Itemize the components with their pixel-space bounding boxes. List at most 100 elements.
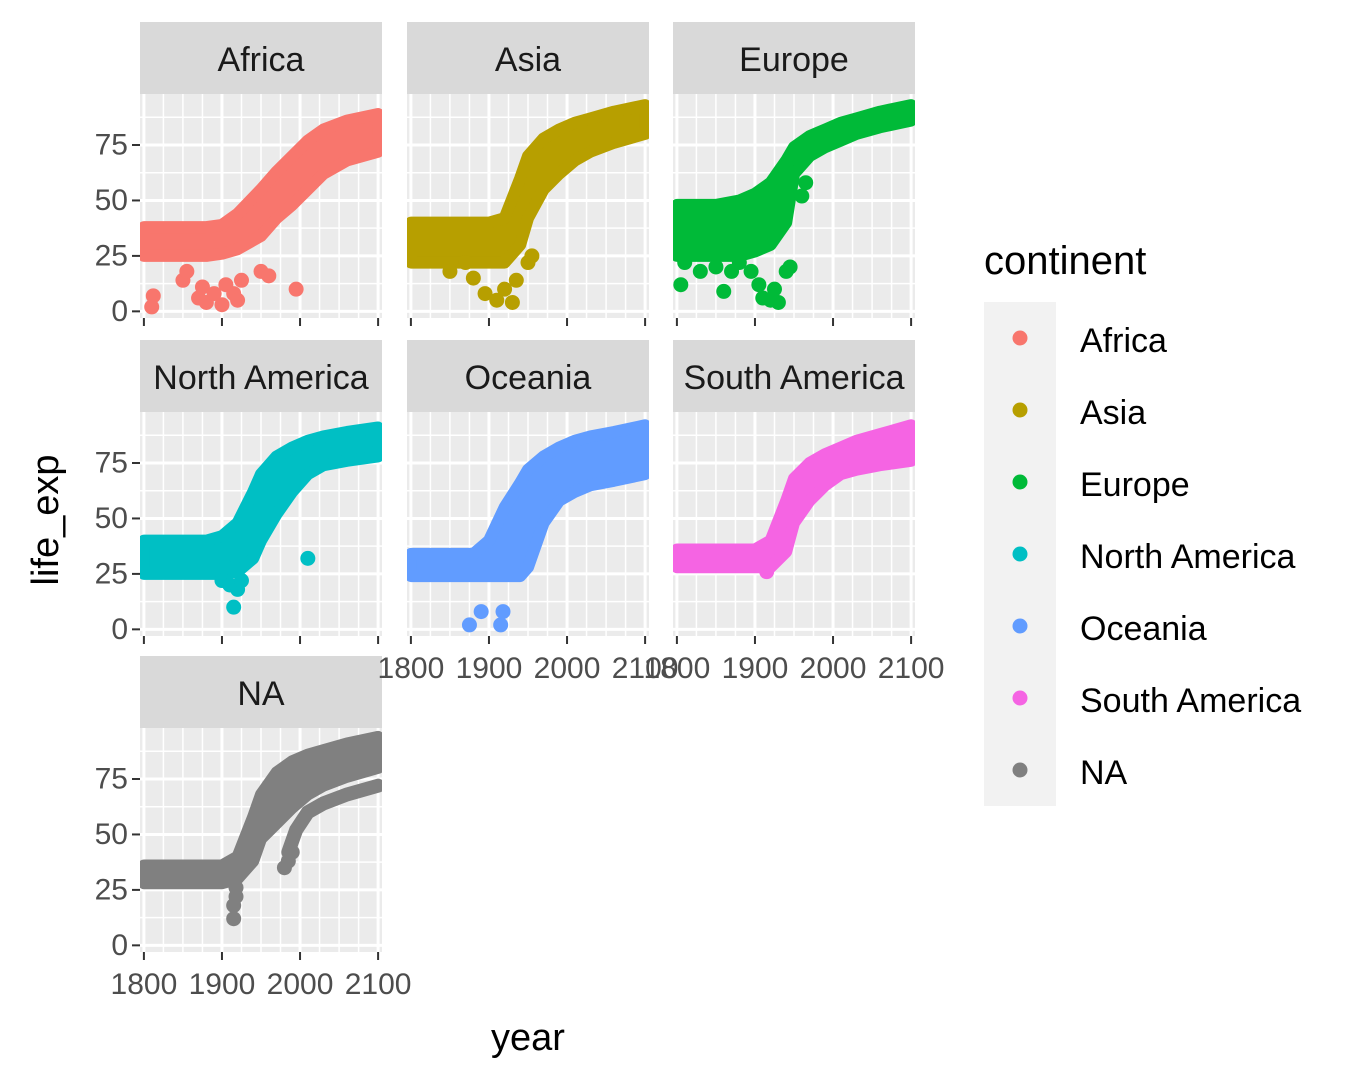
data-point bbox=[194, 279, 210, 295]
data-point bbox=[766, 281, 782, 297]
data-point bbox=[233, 573, 249, 589]
data-point bbox=[495, 604, 511, 620]
series-north-america bbox=[140, 421, 382, 615]
y-tick-label: 75 bbox=[95, 129, 128, 162]
legend: continent Africa Asia Europe North America O… bbox=[984, 239, 1301, 806]
legend-key bbox=[1012, 690, 1028, 706]
facet-panel: South America bbox=[673, 340, 915, 636]
x-tick-label: 1900 bbox=[189, 968, 256, 1001]
facet-strip bbox=[673, 340, 915, 412]
facet-panel: Africa bbox=[140, 22, 382, 318]
legend-label: North America bbox=[1080, 538, 1295, 576]
y-tick-label: 25 bbox=[95, 557, 128, 590]
series-na bbox=[140, 730, 382, 927]
data-point bbox=[228, 880, 244, 896]
data-point bbox=[759, 564, 775, 580]
legend-key bbox=[1012, 402, 1028, 418]
facet-strip-label: NA bbox=[237, 675, 285, 713]
y-tick-label: 0 bbox=[111, 613, 128, 646]
data-point bbox=[497, 281, 513, 297]
data-point-cloud bbox=[673, 99, 915, 262]
x-tick-label: 2000 bbox=[800, 652, 867, 685]
legend-title: continent bbox=[984, 239, 1146, 283]
data-point bbox=[206, 286, 222, 302]
data-point bbox=[214, 297, 230, 313]
x-tick-label: 1800 bbox=[644, 652, 711, 685]
data-point bbox=[751, 277, 767, 293]
data-point bbox=[508, 272, 524, 288]
facet-strip-label: Africa bbox=[218, 41, 305, 79]
data-point bbox=[458, 255, 474, 271]
data-point bbox=[284, 844, 300, 860]
legend-item: Africa bbox=[1012, 322, 1167, 360]
facet-strip bbox=[140, 340, 382, 412]
data-point bbox=[798, 175, 814, 191]
data-point bbox=[504, 294, 520, 310]
x-tick-label: 2100 bbox=[612, 652, 679, 685]
legend-item: NA bbox=[1012, 754, 1128, 792]
legend-key bbox=[1012, 546, 1028, 562]
data-point bbox=[300, 550, 316, 566]
data-point bbox=[489, 292, 505, 308]
facet-strip-label: Europe bbox=[739, 41, 849, 79]
legend-label: Oceania bbox=[1080, 610, 1207, 648]
data-point bbox=[226, 599, 242, 615]
y-tick-label: 50 bbox=[95, 502, 128, 535]
data-point bbox=[233, 272, 249, 288]
data-point bbox=[144, 299, 160, 315]
facet-panels: Africa Asia Europe North America Oceania Sout… bbox=[140, 22, 915, 952]
legend-label: Europe bbox=[1080, 466, 1190, 504]
data-point bbox=[673, 277, 689, 293]
x-tick-label: 2100 bbox=[878, 652, 945, 685]
y-axis-title: life_exp bbox=[25, 455, 67, 586]
data-point bbox=[782, 259, 798, 275]
series-africa bbox=[140, 108, 382, 315]
facet-strip bbox=[673, 22, 915, 94]
y-tick-label: 50 bbox=[95, 818, 128, 851]
data-point bbox=[465, 270, 481, 286]
data-point-cloud bbox=[140, 730, 382, 890]
data-point bbox=[230, 292, 246, 308]
gridlines bbox=[140, 728, 382, 952]
data-point bbox=[442, 263, 458, 279]
data-point bbox=[731, 255, 747, 271]
data-point-cloud bbox=[407, 99, 649, 269]
x-tick-label: 2000 bbox=[267, 968, 334, 1001]
data-point bbox=[477, 286, 493, 302]
facet-strip bbox=[140, 656, 382, 728]
data-point bbox=[493, 617, 509, 633]
data-point bbox=[743, 263, 759, 279]
facet-panel: NA bbox=[140, 656, 382, 952]
facet-strip-label: Oceania bbox=[465, 359, 592, 397]
x-tick-label: 1900 bbox=[722, 652, 789, 685]
legend-item: Oceania bbox=[1012, 610, 1207, 648]
facet-panel: Europe bbox=[673, 22, 915, 318]
data-point bbox=[145, 288, 161, 304]
data-point bbox=[179, 263, 195, 279]
facet-strip bbox=[140, 22, 382, 94]
legend-label: South America bbox=[1080, 682, 1301, 720]
x-tick-label: 2000 bbox=[534, 652, 601, 685]
data-point bbox=[524, 248, 540, 264]
y-tick-label: 0 bbox=[111, 929, 128, 962]
series-south-america bbox=[673, 419, 915, 580]
x-tick-label: 2100 bbox=[345, 968, 412, 1001]
legend-key bbox=[1012, 330, 1028, 346]
facet-panel: Asia bbox=[407, 22, 649, 318]
data-point bbox=[794, 188, 810, 204]
data-point bbox=[218, 559, 234, 575]
facet-panel: Oceania bbox=[407, 340, 649, 636]
y-tick-label: 25 bbox=[95, 873, 128, 906]
data-point-cloud bbox=[407, 419, 649, 583]
facet-strip-label: North America bbox=[153, 359, 368, 397]
facet-panel: North America bbox=[140, 340, 382, 636]
legend-label: Asia bbox=[1080, 394, 1146, 432]
data-point bbox=[770, 294, 786, 310]
legend-key bbox=[1012, 762, 1028, 778]
legend-item: Asia bbox=[1012, 394, 1146, 432]
data-point bbox=[261, 268, 277, 284]
data-point bbox=[288, 281, 304, 297]
data-point bbox=[692, 263, 708, 279]
facet-strip-label: Asia bbox=[495, 41, 561, 79]
